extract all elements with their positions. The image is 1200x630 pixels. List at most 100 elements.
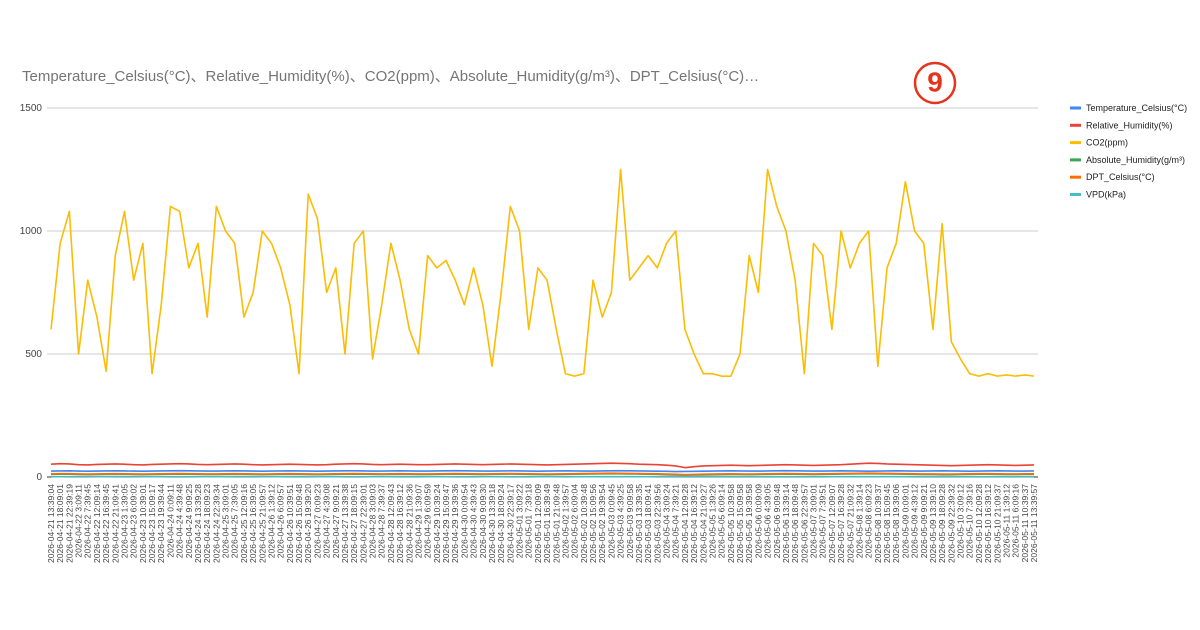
x-tick-label: 2026-05-08 15:09:45 bbox=[882, 484, 892, 563]
x-tick-label: 2026-04-26 6:09:57 bbox=[276, 484, 286, 558]
x-tick-label: 2026-05-01 3:09:22 bbox=[515, 484, 525, 558]
x-tick-label: 2026-04-26 10:39:51 bbox=[285, 484, 295, 563]
x-tick-label: 2026-05-09 4:39:12 bbox=[910, 484, 920, 558]
x-tick-label: 2026-04-30 13:39:18 bbox=[487, 484, 497, 563]
x-tick-label: 2026-05-07 12:09:07 bbox=[827, 484, 837, 563]
x-tick-label: 2026-05-10 16:39:12 bbox=[983, 484, 993, 563]
x-tick-label: 2026-05-09 13:39:10 bbox=[928, 484, 938, 563]
annotation-circle bbox=[913, 61, 957, 105]
x-tick-label: 2026-05-09 18:09:28 bbox=[937, 484, 947, 563]
x-tick-label: 2026-04-24 22:39:34 bbox=[211, 484, 221, 563]
x-tick-label: 2026-05-11 13:39:57 bbox=[1029, 484, 1039, 563]
x-tick-label: 2026-05-03 22:39:56 bbox=[652, 484, 662, 563]
series-line bbox=[50, 469, 1035, 473]
x-tick-label: 2026-05-04 7:39:21 bbox=[671, 484, 681, 558]
x-tick-label: 2026-05-07 3:09:01 bbox=[809, 484, 819, 558]
x-tick-label: 2026-05-09 9:09:21 bbox=[919, 484, 929, 558]
x-tick-label: 2026-05-04 3:09:24 bbox=[662, 484, 672, 558]
series-line bbox=[50, 462, 1035, 469]
x-tick-label: 2026-05-02 10:39:48 bbox=[579, 484, 589, 563]
x-tick-label: 2026-04-22 16:39:45 bbox=[101, 484, 111, 563]
x-tick-label: 2026-05-09 22:39:32 bbox=[946, 484, 956, 563]
x-tick-label: 2026-05-08 1:39:14 bbox=[854, 484, 864, 558]
x-tick-label: 2026-04-30 4:39:43 bbox=[469, 484, 479, 558]
x-tick-label: 2026-05-02 15:09:56 bbox=[588, 484, 598, 563]
legend-label: Absolute_Humidity(g/m³) bbox=[1086, 155, 1185, 165]
legend-label: Relative_Humidity(%) bbox=[1086, 120, 1173, 130]
x-tick-label: 2026-04-25 3:09:01 bbox=[221, 484, 231, 558]
x-tick-label: 2026-04-23 15:09:17 bbox=[147, 484, 157, 563]
x-tick-label: 2026-05-01 12:09:09 bbox=[533, 484, 543, 563]
x-tick-label: 2026-05-02 19:39:54 bbox=[597, 484, 607, 563]
x-tick-label: 2026-04-23 10:39:01 bbox=[138, 484, 148, 563]
chart-title: Temperature_Celsius(°C)、Relative_Humidit… bbox=[22, 68, 759, 85]
x-tick-label: 2026-05-04 21:09:27 bbox=[698, 484, 708, 563]
x-tick-label: 2026-04-22 21:09:41 bbox=[110, 484, 120, 563]
x-tick-label: 2026-05-11 1:39:12 bbox=[1001, 484, 1011, 558]
x-tick-label: 2026-05-08 6:09:23 bbox=[864, 484, 874, 558]
x-tick-label: 2026-04-26 19:39:20 bbox=[303, 484, 313, 563]
x-tick-label: 2026-05-08 10:39:37 bbox=[873, 484, 883, 563]
x-tick-label: 2026-05-11 6:09:16 bbox=[1011, 484, 1021, 558]
series-line bbox=[50, 168, 1035, 377]
x-tick-label: 2026-04-22 3:09:11 bbox=[74, 484, 84, 558]
x-tick-label: 2026-05-05 19:39:58 bbox=[744, 484, 754, 563]
x-tick-label: 2026-05-09 0:09:01 bbox=[900, 484, 910, 558]
x-tick-label: 2026-04-29 10:39:24 bbox=[432, 484, 442, 563]
legend-label: DPT_Celsius(°C) bbox=[1086, 172, 1155, 182]
x-tick-label: 2026-04-22 7:39:45 bbox=[83, 484, 93, 558]
x-tick-label: 2026-05-05 1:39:26 bbox=[707, 484, 717, 558]
x-tick-label: 2026-05-03 18:09:41 bbox=[643, 484, 653, 563]
x-tick-label: 2026-04-30 18:09:24 bbox=[496, 484, 506, 563]
x-tick-label: 2026-04-27 18:09:15 bbox=[349, 484, 359, 563]
x-tick-label: 2026-04-23 1:39:05 bbox=[119, 484, 129, 558]
x-tick-label: 2026-04-27 13:39:38 bbox=[340, 484, 350, 563]
x-tick-label: 2026-05-02 6:09:04 bbox=[570, 484, 580, 558]
x-tick-label: 2026-05-05 6:09:14 bbox=[717, 484, 727, 558]
x-tick-label: 2026-05-06 22:39:57 bbox=[799, 484, 809, 563]
x-tick-label: 2026-04-29 1:39:07 bbox=[413, 484, 423, 558]
x-tick-label: 2026-04-22 12:09:14 bbox=[92, 484, 102, 563]
x-tick-label: 2026-04-21 13:39:04 bbox=[46, 484, 56, 563]
x-tick-label: 2026-05-10 3:09:12 bbox=[956, 484, 966, 558]
x-tick-label: 2026-04-25 7:39:05 bbox=[230, 484, 240, 558]
x-tick-label: 2026-04-28 16:39:12 bbox=[395, 484, 405, 563]
x-tick-label: 2026-05-10 21:09:37 bbox=[992, 484, 1002, 563]
y-tick-label: 1500 bbox=[20, 103, 43, 114]
x-tick-label: 2026-05-03 13:39:35 bbox=[634, 484, 644, 563]
x-tick-label: 2026-04-24 9:09:25 bbox=[184, 484, 194, 558]
y-tick-label: 0 bbox=[36, 472, 42, 483]
y-tick-label: 500 bbox=[25, 349, 42, 360]
x-tick-label: 2026-05-02 1:39:57 bbox=[560, 484, 570, 558]
legend-label: VPD(kPa) bbox=[1086, 190, 1126, 200]
x-tick-label: 2026-05-01 7:39:18 bbox=[524, 484, 534, 558]
x-tick-label: 2026-04-29 6:09:59 bbox=[423, 484, 433, 558]
x-tick-label: 2026-04-27 4:39:08 bbox=[322, 484, 332, 558]
x-tick-label: 2026-04-23 6:09:02 bbox=[129, 484, 139, 558]
y-tick-label: 1000 bbox=[20, 226, 43, 237]
x-tick-label: 2026-05-08 19:39:06 bbox=[891, 484, 901, 563]
x-tick-label: 2026-04-27 0:09:23 bbox=[312, 484, 322, 558]
x-tick-label: 2026-05-07 16:39:28 bbox=[836, 484, 846, 563]
legend-label: CO2(ppm) bbox=[1086, 138, 1128, 148]
x-tick-label: 2026-04-28 12:09:43 bbox=[386, 484, 396, 563]
annotation: 9 bbox=[927, 66, 943, 97]
x-tick-label: 2026-05-06 0:09:09 bbox=[753, 484, 763, 558]
x-tick-label: 2026-05-10 12:09:28 bbox=[974, 484, 984, 563]
x-tick-label: 2026-05-05 15:09:58 bbox=[735, 484, 745, 563]
x-tick-label: 2026-04-29 15:09:47 bbox=[441, 484, 451, 563]
x-tick-label: 2026-04-26 15:09:48 bbox=[294, 484, 304, 563]
x-tick-label: 2026-05-07 21:09:32 bbox=[845, 484, 855, 563]
x-tick-label: 2026-05-05 10:39:58 bbox=[726, 484, 736, 563]
x-tick-label: 2026-04-23 19:39:44 bbox=[156, 484, 166, 563]
x-tick-label: 2026-04-30 9:09:30 bbox=[478, 484, 488, 558]
x-tick-label: 2026-04-28 21:09:36 bbox=[404, 484, 414, 563]
x-tick-label: 2026-05-01 21:09:48 bbox=[551, 484, 561, 563]
x-tick-label: 2026-04-27 9:09:21 bbox=[331, 484, 341, 558]
x-tick-label: 2026-04-28 3:09:03 bbox=[368, 484, 378, 558]
x-tick-label: 2026-05-07 7:39:51 bbox=[818, 484, 828, 558]
x-tick-label: 2026-05-06 4:39:05 bbox=[763, 484, 773, 558]
